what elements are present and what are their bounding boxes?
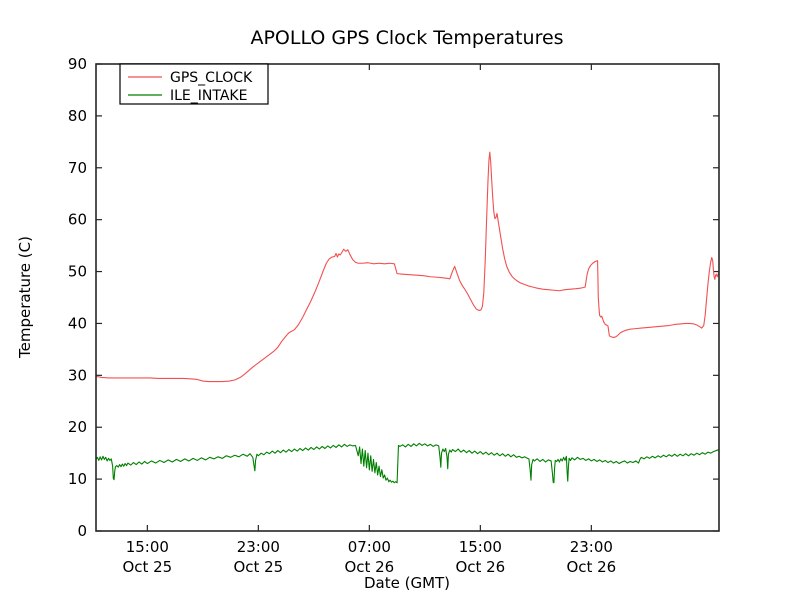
series-line-gps-clock xyxy=(96,151,719,383)
x-tick-label-time: 15:00 xyxy=(126,538,169,556)
legend-box xyxy=(119,63,269,105)
x-tick-label-time: 15:00 xyxy=(459,538,502,556)
plot-background xyxy=(96,64,719,531)
x-tick-label-date: Oct 25 xyxy=(122,558,172,576)
y-axis-ticks: 0 10 20 30 40 50 60 70 80 90 xyxy=(68,55,719,540)
x-axis-label: Date (GMT) xyxy=(364,574,450,592)
y-tick-label: 20 xyxy=(68,418,87,436)
data-series-group xyxy=(96,151,719,484)
y-tick-label: 60 xyxy=(68,211,87,229)
y-tick-label: 50 xyxy=(68,263,87,281)
x-tick-label-time: 23:00 xyxy=(237,538,280,556)
chart-title: APOLLO GPS Clock Temperatures xyxy=(250,27,563,49)
y-tick-label: 30 xyxy=(68,366,87,384)
legend-label-gps-clock: GPS_CLOCK xyxy=(170,70,253,86)
x-tick-label-date: Oct 25 xyxy=(233,558,283,576)
y-tick-label: 90 xyxy=(68,55,87,73)
y-tick-label: 10 xyxy=(68,470,87,488)
x-tick-label-date: Oct 26 xyxy=(344,558,394,576)
y-tick-label: 70 xyxy=(68,159,87,177)
chart-legend[interactable]: GPS_CLOCK ILE_INTAKE xyxy=(119,63,269,105)
series-line-ile-intake xyxy=(96,442,719,484)
y-tick-label: 80 xyxy=(68,107,87,125)
y-tick-label: 40 xyxy=(68,314,87,332)
legend-label-ile-intake: ILE_INTAKE xyxy=(170,88,247,104)
x-tick-label-date: Oct 26 xyxy=(566,558,616,576)
x-tick-label-time: 07:00 xyxy=(348,538,391,556)
x-axis-ticks: 15:00 Oct 25 23:00 Oct 25 07:00 Oct 26 15:00 Oc… xyxy=(122,64,616,576)
y-tick-label: 0 xyxy=(77,522,87,540)
x-tick-label-date: Oct 26 xyxy=(455,558,505,576)
x-tick-label-time: 23:00 xyxy=(570,538,613,556)
y-axis-label: Temperature (C) xyxy=(16,236,34,359)
plot-frame xyxy=(95,63,720,532)
